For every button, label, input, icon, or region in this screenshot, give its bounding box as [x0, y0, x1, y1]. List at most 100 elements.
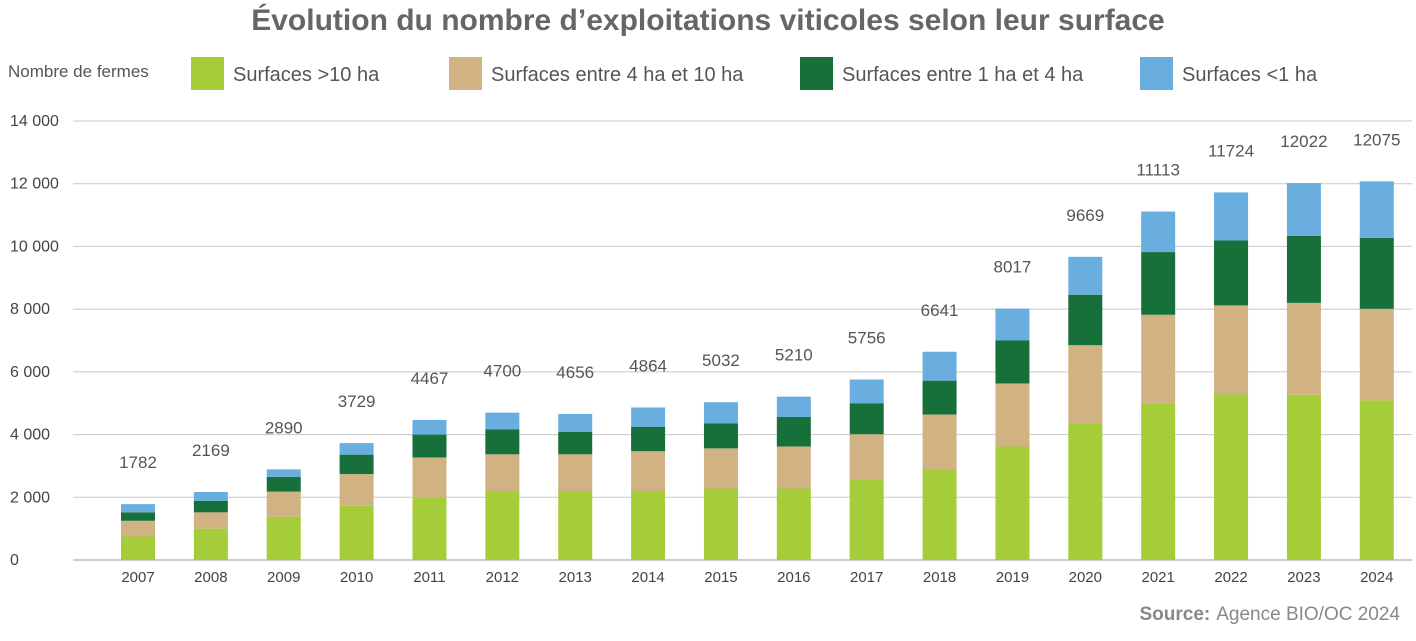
bars: [121, 181, 1394, 560]
bar-segment: [1068, 256, 1103, 295]
total-label: 8017: [994, 258, 1032, 277]
bar-segment: [1214, 394, 1249, 560]
bar-segment: [631, 426, 666, 452]
y-tick-label: 8 000: [10, 301, 50, 318]
x-tick-label: 2023: [1287, 569, 1320, 586]
bar-segment: [1141, 403, 1176, 560]
x-axis-ticks: 2007 2008 2009 2010 2011 2012 2013 2014 2015 2016…: [121, 569, 1393, 586]
total-label: 11724: [1208, 141, 1254, 160]
x-tick-label: 2018: [923, 569, 956, 586]
total-label: 2890: [265, 418, 303, 437]
x-tick-label: 2015: [704, 569, 737, 586]
bar-segment: [703, 488, 738, 560]
bar-segment: [412, 497, 447, 560]
bar-segment: [1286, 183, 1321, 236]
bar-segment: [1141, 314, 1176, 404]
bar-segment: [1068, 345, 1103, 423]
bar-segment: [339, 505, 374, 560]
bar-segment: [339, 474, 374, 506]
bar-segment: [193, 528, 228, 560]
source-label: Source:: [1139, 604, 1210, 625]
x-tick-label: 2014: [631, 569, 664, 586]
x-tick-label: 2008: [194, 569, 227, 586]
bar-segment: [703, 423, 738, 449]
bar-segment: [1286, 394, 1321, 560]
bar-segment: [1068, 294, 1103, 346]
bar-segment: [339, 443, 374, 455]
bar-segment: [485, 491, 520, 560]
bar-segment: [1068, 422, 1103, 560]
total-labels: 1782 2169 2890 3729 4467 4700 4656 4864 5032 5210…: [119, 130, 1400, 472]
legend-swatch: [449, 57, 482, 90]
x-tick-label: 2021: [1141, 569, 1174, 586]
legend-label: Surfaces <1 ha: [1182, 64, 1318, 86]
y-tick-label: 6 000: [10, 364, 50, 381]
legend-swatch: [800, 57, 833, 90]
bar-segment: [1359, 308, 1394, 401]
bar-segment: [995, 383, 1030, 447]
bar-segment: [995, 340, 1030, 384]
bar-segment: [776, 446, 811, 489]
bar-segment: [703, 402, 738, 424]
total-label: 4864: [629, 356, 667, 375]
y-axis-ticks: 0 2 000 4 000 6 000 8 000 10 000 12 000 14 000: [10, 113, 59, 569]
total-label: 12075: [1353, 130, 1400, 149]
bar-segment: [558, 431, 593, 455]
legend-label: Surfaces entre 4 ha et 10 ha: [491, 64, 744, 86]
bar-segment: [776, 396, 811, 418]
total-label: 6641: [921, 301, 959, 320]
y-tick-label: 10 000: [10, 238, 59, 255]
legend-swatch: [191, 57, 224, 90]
bar-segment: [121, 536, 155, 560]
x-tick-label: 2012: [486, 569, 519, 586]
bar-segment: [922, 469, 957, 560]
bar-segment: [1214, 192, 1249, 241]
bar-segment: [1286, 302, 1321, 395]
bar-segment: [1214, 305, 1249, 395]
bar-segment: [995, 308, 1030, 341]
bar-segment: [1359, 181, 1394, 238]
x-tick-label: 2011: [413, 569, 445, 586]
total-label: 5756: [848, 329, 886, 348]
bar-segment: [339, 454, 374, 475]
bar-segment: [1141, 211, 1176, 253]
bar-segment: [1141, 252, 1176, 315]
y-tick-label: 0: [10, 552, 19, 569]
bar-segment: [485, 454, 520, 492]
y-tick-label: 2 000: [10, 489, 50, 506]
bar-segment: [266, 469, 301, 477]
x-tick-label: 2007: [121, 569, 154, 586]
x-tick-label: 2017: [850, 569, 883, 586]
total-label: 5210: [775, 346, 813, 365]
bar-segment: [412, 457, 447, 498]
y-tick-label: 12 000: [10, 176, 59, 193]
x-tick-label: 2016: [777, 569, 810, 586]
legend-label: Surfaces >10 ha: [233, 64, 380, 86]
total-label: 12022: [1280, 132, 1327, 151]
bar-segment: [412, 419, 447, 435]
x-tick-label: 2022: [1214, 569, 1247, 586]
bar-segment: [558, 491, 593, 560]
source-note: Source: Agence BIO/OC 2024: [1139, 604, 1400, 625]
legend: Surfaces >10 ha Surfaces entre 4 ha et 10…: [191, 57, 1318, 90]
bar-segment: [1359, 237, 1394, 309]
bar-segment: [631, 407, 666, 427]
y-axis-label: Nombre de fermes: [8, 62, 149, 81]
bar-segment: [1214, 240, 1249, 306]
y-tick-label: 14 000: [10, 113, 59, 130]
bar-segment: [849, 379, 884, 404]
x-tick-label: 2020: [1069, 569, 1102, 586]
bar-segment: [1359, 400, 1394, 560]
total-label: 5032: [702, 351, 740, 370]
total-label: 4700: [483, 362, 521, 381]
x-tick-label: 2009: [267, 569, 300, 586]
chart-title: Évolution du nombre d’exploitations viti…: [251, 3, 1165, 37]
source-text: Agence BIO/OC 2024: [1216, 604, 1400, 625]
bar-segment: [485, 412, 520, 430]
bar-segment: [922, 380, 957, 415]
bar-segment: [121, 520, 155, 537]
bar-segment: [849, 403, 884, 435]
bar-segment: [193, 491, 228, 501]
total-label: 4656: [556, 363, 594, 382]
